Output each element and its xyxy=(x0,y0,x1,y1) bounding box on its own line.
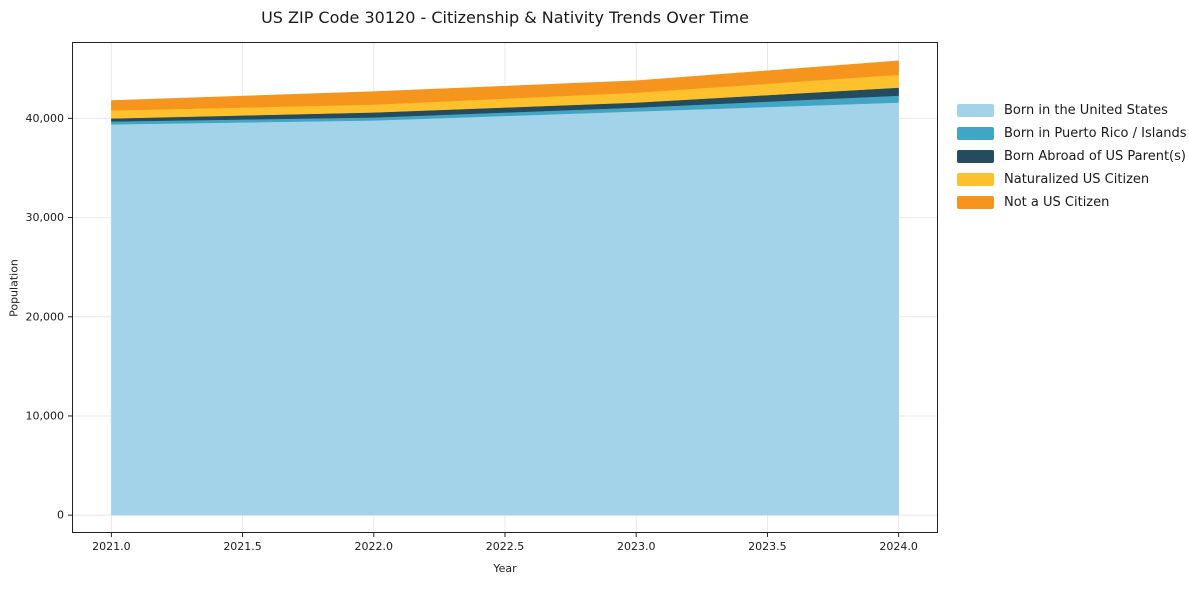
legend-swatch-not-citizen xyxy=(957,196,994,209)
legend-label: Born in Puerto Rico / Islands xyxy=(1004,126,1187,141)
tick-marks xyxy=(68,117,900,537)
legend-swatch-born-pr xyxy=(957,127,994,140)
x-axis-label: Year xyxy=(493,562,517,575)
legend-label: Naturalized US Citizen xyxy=(1004,172,1150,187)
y-tick-label: 0 xyxy=(57,509,64,522)
y-tick-label: 40,000 xyxy=(26,112,65,125)
area-series-0 xyxy=(111,102,899,516)
x-tick-label: 2023.5 xyxy=(748,540,787,553)
legend-label: Born in the United States xyxy=(1004,103,1168,118)
tick-labels: 2021.0 2021.5 2022.0 2022.5 2023.0 2023.5 2024… xyxy=(26,112,918,553)
y-tick-label: 30,000 xyxy=(26,211,65,224)
legend-item: Naturalized US Citizen xyxy=(957,172,1187,187)
x-tick-label: 2021.5 xyxy=(223,540,261,553)
x-tick-label: 2022.0 xyxy=(355,540,394,553)
legend-item: Born Abroad of US Parent(s) xyxy=(957,149,1187,164)
legend-item: Not a US Citizen xyxy=(957,195,1187,210)
x-tick-label: 2024.0 xyxy=(879,540,918,553)
y-tick-label: 10,000 xyxy=(26,409,65,422)
x-tick-label: 2021.0 xyxy=(92,540,131,553)
x-tick-label: 2022.5 xyxy=(486,540,525,553)
chart-title: US ZIP Code 30120 - Citizenship & Nativi… xyxy=(261,8,749,27)
legend-label: Born Abroad of US Parent(s) xyxy=(1004,149,1186,164)
legend-label: Not a US Citizen xyxy=(1004,195,1110,210)
legend-swatch-born-us xyxy=(957,104,994,117)
legend: Born in the United States Born in Puerto… xyxy=(957,103,1187,210)
stacked-area-plot: 2021.0 2021.5 2022.0 2022.5 2023.0 2023.5 2024… xyxy=(26,42,938,553)
legend-swatch-naturalized xyxy=(957,173,994,186)
legend-swatch-born-abroad xyxy=(957,150,994,163)
legend-item: Born in Puerto Rico / Islands xyxy=(957,126,1187,141)
y-tick-label: 20,000 xyxy=(26,310,65,323)
plot-border xyxy=(72,42,938,533)
legend-item: Born in the United States xyxy=(957,103,1187,118)
area-series-4 xyxy=(111,60,899,111)
y-axis-label: Population xyxy=(7,259,21,317)
x-tick-label: 2023.0 xyxy=(617,540,656,553)
